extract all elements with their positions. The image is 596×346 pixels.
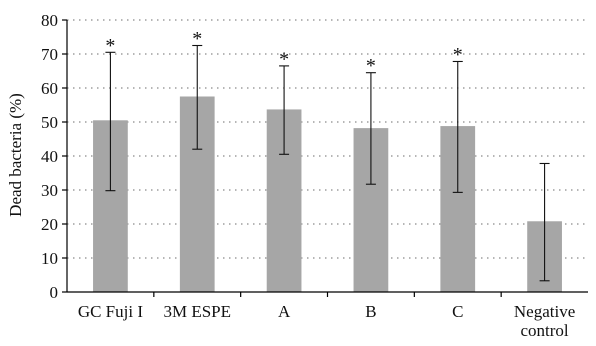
- y-tick-label-0: 0: [50, 283, 59, 302]
- significance-marker-2: *: [279, 48, 289, 70]
- category-label-2: A: [278, 302, 291, 321]
- category-label-3: B: [365, 302, 376, 321]
- y-tick-label-60: 60: [41, 79, 58, 98]
- category-label-0: GC Fuji I: [78, 302, 144, 321]
- y-tick-label-10: 10: [41, 249, 58, 268]
- error-bars-group: [105, 44, 550, 282]
- significance-marker-1: *: [192, 28, 202, 50]
- y-tick-label-20: 20: [41, 215, 58, 234]
- y-tick-label-30: 30: [41, 181, 58, 200]
- significance-markers-group: * * * * *: [105, 28, 462, 77]
- y-tick-label-40: 40: [41, 147, 58, 166]
- y-tick-label-50: 50: [41, 113, 58, 132]
- bars-group: [93, 96, 562, 292]
- significance-marker-0: *: [105, 35, 115, 57]
- significance-marker-4: *: [453, 44, 463, 66]
- y-tick-label-80: 80: [41, 11, 58, 30]
- y-tick-label-70: 70: [41, 45, 58, 64]
- significance-marker-3: *: [366, 55, 376, 77]
- category-label-5: Negative control: [514, 302, 575, 340]
- gridlines: [67, 19, 588, 259]
- x-category-labels: GC Fuji I 3M ESPE A B C Negative control: [78, 292, 575, 340]
- y-axis-label: Dead bacteria (%): [6, 93, 25, 217]
- category-label-1: 3M ESPE: [163, 302, 231, 321]
- category-label-4: C: [452, 302, 463, 321]
- y-tick-labels: 0 10 20 30 40 50 60 70 80: [41, 11, 67, 302]
